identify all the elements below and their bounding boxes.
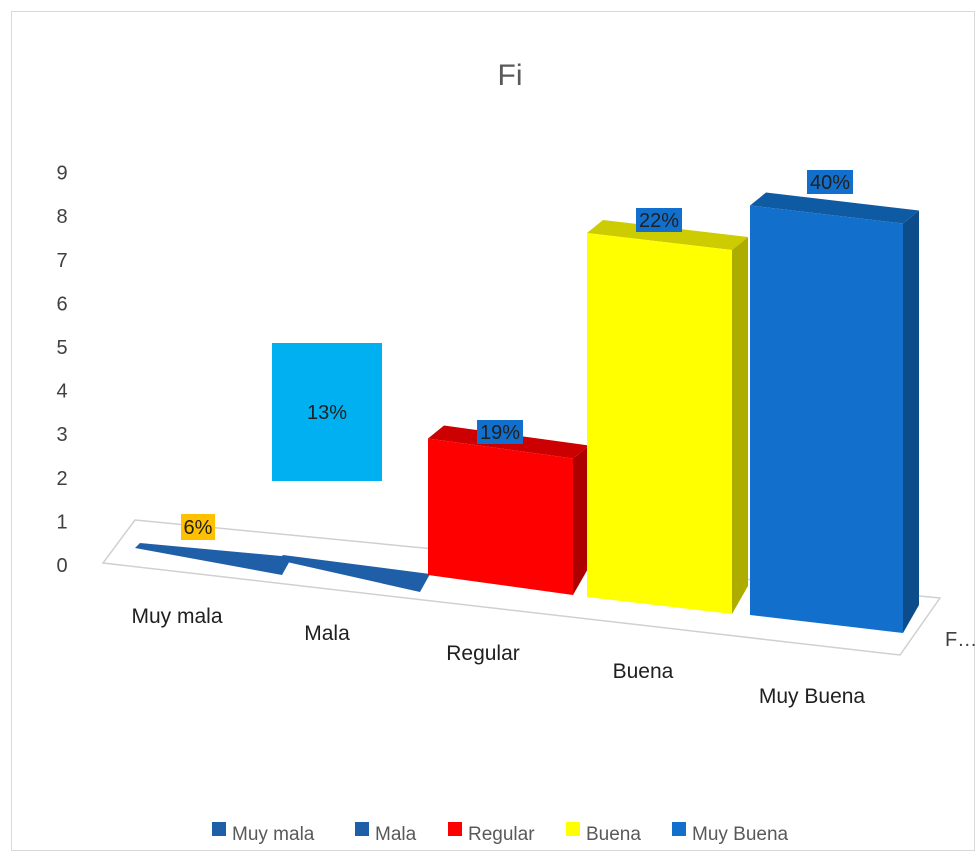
bars <box>135 192 919 633</box>
bar-side-regular <box>573 445 589 595</box>
legend-entry: Regular <box>468 824 535 845</box>
depth-axis-label: F… <box>945 629 977 651</box>
bar-muy-mala <box>135 543 292 575</box>
data-label: 6% <box>184 517 213 539</box>
bar-top-muy-buena <box>750 192 919 224</box>
x-tick-label: Muy mala <box>131 605 222 628</box>
bar-buena <box>587 233 732 614</box>
data-label-box <box>636 208 682 232</box>
legend-swatch <box>672 822 686 836</box>
x-tick-label: Buena <box>613 660 674 683</box>
legend-entry: Buena <box>586 824 641 845</box>
legend-swatch <box>448 822 462 836</box>
x-tick-label: Muy Buena <box>759 685 866 708</box>
bar-regular <box>428 438 573 595</box>
bar-side-buena <box>732 237 748 614</box>
chart-title: Fi <box>498 59 523 92</box>
data-label: 22% <box>639 210 679 232</box>
legend-entry: Muy Buena <box>692 824 789 845</box>
y-tick-label: 2 <box>56 468 67 490</box>
data-label-box <box>477 420 523 444</box>
x-tick-label: Mala <box>304 622 350 645</box>
x-tick-label: Regular <box>446 642 520 665</box>
y-tick-label: 1 <box>56 511 67 533</box>
data-label: 40% <box>810 172 850 194</box>
y-tick-label: 9 <box>56 163 67 185</box>
legend-swatch <box>355 822 369 836</box>
y-tick-label: 4 <box>56 381 67 403</box>
bar-top-buena <box>587 220 748 250</box>
legend-entry: Mala <box>375 824 417 845</box>
y-tick-label: 0 <box>56 555 67 577</box>
y-axis: 0 1 2 3 4 5 6 7 8 9 <box>56 163 67 577</box>
data-labels: 6% 13% 19% 22% 40% <box>181 170 853 540</box>
bar-side-muy-buena <box>903 210 919 633</box>
y-tick-label: 3 <box>56 424 67 446</box>
bar-muy-buena <box>750 205 903 633</box>
y-tick-label: 5 <box>56 337 67 359</box>
y-tick-label: 6 <box>56 293 67 315</box>
y-tick-label: 7 <box>56 250 67 272</box>
legend: Muy mala Mala Regular Buena Muy Buena <box>212 822 789 845</box>
x-axis: Muy mala Mala Regular Buena Muy Buena <box>131 605 865 708</box>
data-label-box <box>181 514 215 540</box>
data-label: 13% <box>307 402 347 424</box>
y-tick-label: 8 <box>56 206 67 228</box>
data-label-box <box>807 170 853 194</box>
legend-swatch <box>566 822 580 836</box>
legend-entry: Muy mala <box>232 824 315 845</box>
data-label-box <box>272 343 382 481</box>
bar-mala <box>278 555 430 592</box>
data-label: 19% <box>480 422 520 444</box>
legend-swatch <box>212 822 226 836</box>
